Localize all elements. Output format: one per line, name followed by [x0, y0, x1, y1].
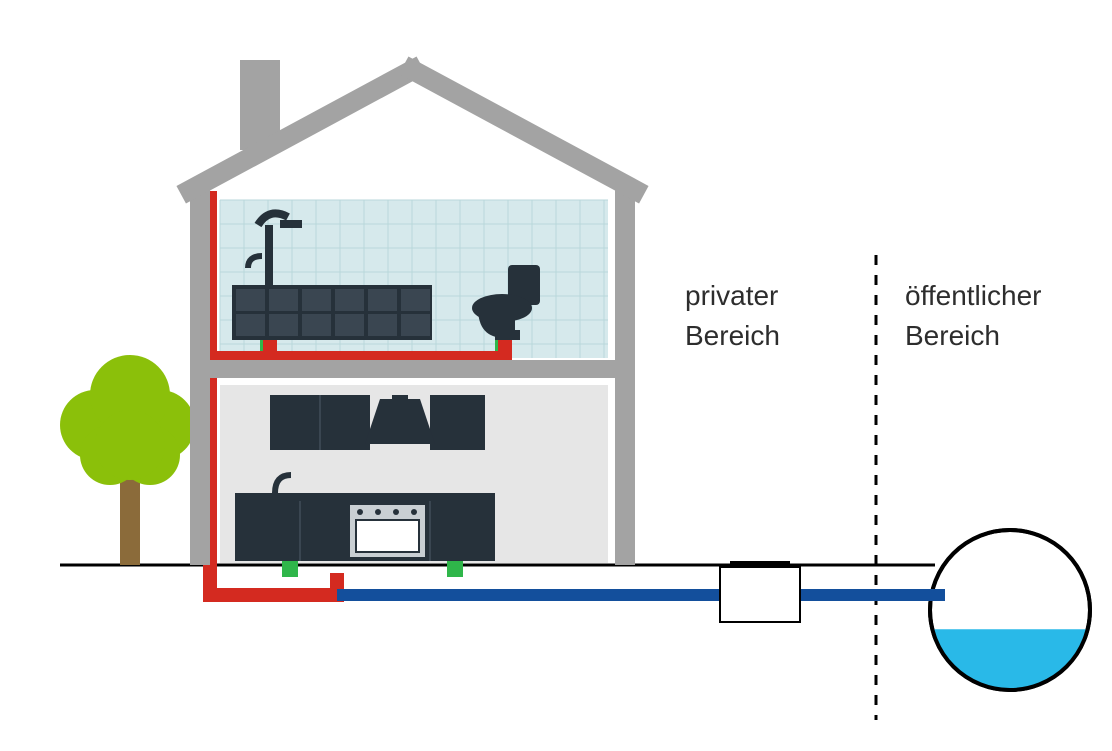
label-private-2: Bereich: [685, 320, 780, 351]
label-public-2: Bereich: [905, 320, 1000, 351]
floor-slab: [210, 360, 615, 378]
label-public-1: öffentlicher: [905, 280, 1041, 311]
tree-trunk: [120, 470, 140, 565]
diagram-root: privater Bereich öffentlicher Bereich: [0, 0, 1112, 746]
inspection-chamber-icon: [720, 567, 800, 622]
diagram-svg: privater Bereich öffentlicher Bereich: [0, 0, 1112, 746]
label-private-1: privater: [685, 280, 778, 311]
